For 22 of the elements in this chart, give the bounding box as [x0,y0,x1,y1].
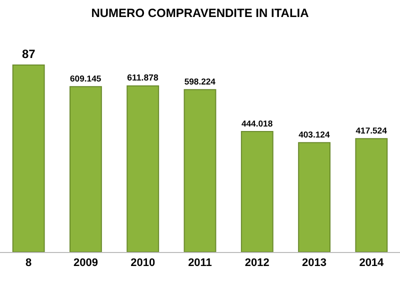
x-tick-label: 8 [26,257,32,270]
x-tick-label: 2012 [244,257,270,270]
annotation: 87 [22,47,36,61]
bar [70,86,102,252]
x-tick-label: 2010 [130,257,156,270]
x-tick-label: 2011 [188,257,212,270]
bar [184,89,216,252]
chart-title: NUMERO COMPRAVENDITE IN ITALIA [91,6,310,20]
data-label: 611.878 [127,72,158,83]
bar [240,130,274,252]
data-label: 403.124 [298,129,330,140]
data-label: 609.145 [70,74,102,84]
x-tick-label: 2013 [302,257,327,270]
bar [298,142,330,252]
bar [355,138,388,252]
data-label: 417.524 [356,126,388,136]
x-tick-label: 2014 [359,257,385,270]
x-tick-label: 2009 [73,257,98,270]
data-label: 444.018 [241,118,273,128]
data-label: 598.224 [184,76,216,86]
bar [12,64,45,252]
bar [126,85,160,252]
